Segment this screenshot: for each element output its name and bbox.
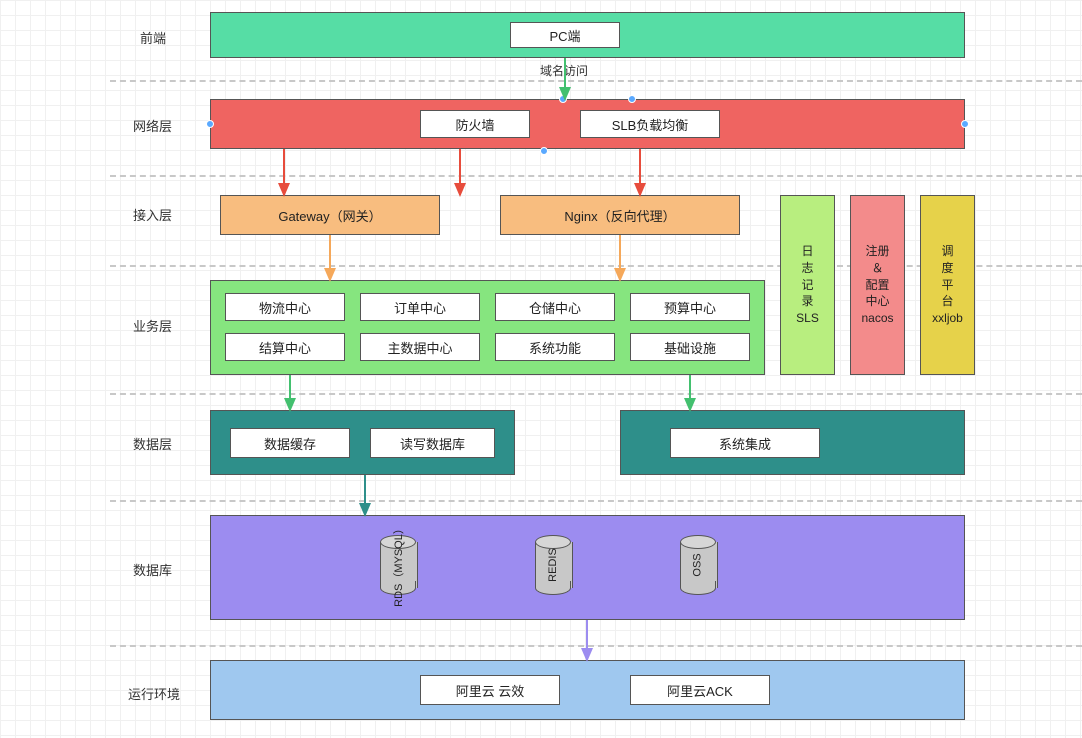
node-rw-db[interactable]: 读写数据库 <box>370 428 495 458</box>
divider <box>110 393 1082 395</box>
node-infra[interactable]: 基础设施 <box>630 333 750 361</box>
resize-handle[interactable] <box>206 120 214 128</box>
resize-handle[interactable] <box>628 95 636 103</box>
node-budget[interactable]: 预算中心 <box>630 293 750 321</box>
sidebar-nacos-text: 注册＆配置中心nacos <box>861 243 893 327</box>
divider <box>110 645 1082 647</box>
cyl-redis[interactable]: REDIS <box>535 535 571 595</box>
sidebar-sls-text: 日志记录SLS <box>796 243 819 327</box>
layer-label-runtime: 运行环境 <box>128 684 180 703</box>
sidebar-xxljob-text: 调度平台xxljob <box>932 243 963 327</box>
divider <box>110 80 1082 82</box>
node-logistics[interactable]: 物流中心 <box>225 293 345 321</box>
node-nginx[interactable]: Nginx（反向代理） <box>500 195 740 235</box>
layer-label-network: 网络层 <box>133 116 172 135</box>
sidebar-xxljob[interactable]: 调度平台xxljob <box>920 195 975 375</box>
node-cache[interactable]: 数据缓存 <box>230 428 350 458</box>
sidebar-nacos[interactable]: 注册＆配置中心nacos <box>850 195 905 375</box>
layer-label-database: 数据库 <box>133 560 172 579</box>
node-gateway[interactable]: Gateway（网关） <box>220 195 440 235</box>
divider <box>110 175 1082 177</box>
node-slb[interactable]: SLB负载均衡 <box>580 110 720 138</box>
cyl-oss[interactable]: OSS <box>680 535 716 595</box>
label-domain: 域名访问 <box>540 62 588 79</box>
node-sysfunc[interactable]: 系统功能 <box>495 333 615 361</box>
layer-label-access: 接入层 <box>133 205 172 224</box>
layer-label-data: 数据层 <box>133 434 172 453</box>
database-container[interactable] <box>210 515 965 620</box>
node-settlement[interactable]: 结算中心 <box>225 333 345 361</box>
node-ack[interactable]: 阿里云ACK <box>630 675 770 705</box>
resize-handle[interactable] <box>559 95 567 103</box>
node-warehouse[interactable]: 仓储中心 <box>495 293 615 321</box>
divider <box>110 500 1082 502</box>
resize-handle[interactable] <box>540 147 548 155</box>
node-order[interactable]: 订单中心 <box>360 293 480 321</box>
runtime-container[interactable] <box>210 660 965 720</box>
layer-label-business: 业务层 <box>133 316 172 335</box>
layer-label-frontend: 前端 <box>140 28 166 47</box>
node-yunxiao[interactable]: 阿里云 云效 <box>420 675 560 705</box>
cyl-rds[interactable]: RDS（MYSQL） <box>380 535 416 595</box>
node-integration[interactable]: 系统集成 <box>670 428 820 458</box>
resize-handle[interactable] <box>961 120 969 128</box>
node-masterdata[interactable]: 主数据中心 <box>360 333 480 361</box>
node-pc[interactable]: PC端 <box>510 22 620 48</box>
node-firewall[interactable]: 防火墙 <box>420 110 530 138</box>
sidebar-sls[interactable]: 日志记录SLS <box>780 195 835 375</box>
